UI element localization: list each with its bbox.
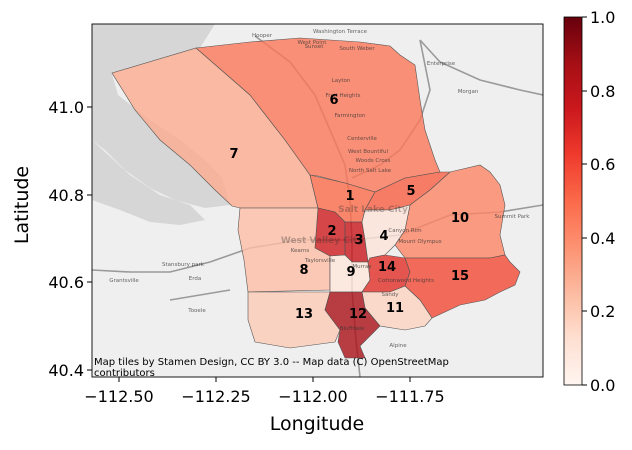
basemap-place-label: Sunset: [305, 44, 325, 50]
basemap-labels: Hooper Washington Terrace West PointSunset…: [109, 29, 530, 349]
basemap-place-label: Kearns: [291, 248, 310, 254]
basemap-place-label: Morgan: [458, 89, 479, 95]
basemap-place-label: Woods Cross: [355, 158, 390, 164]
basemap-place-label: Mount Olympus: [398, 239, 441, 245]
basemap-place-label: Alpine: [389, 343, 407, 349]
region-label-8: 8: [299, 263, 308, 278]
basemap-place-label: Farmington: [334, 113, 366, 119]
y-tick-label: 40.8: [48, 186, 84, 205]
basemap-place-label: North Salt Lake: [349, 168, 392, 174]
basemap-place-label: Washington Terrace: [313, 29, 368, 35]
y-tick-label: 40.6: [48, 273, 84, 292]
basemap-place-label: Fruit Heights: [326, 93, 361, 99]
y-axis: 41.0 40.8 40.6 40.4 Latitude: [11, 98, 92, 380]
basemap-place-label: South Weber: [339, 46, 375, 52]
y-tick-label: 41.0: [48, 98, 84, 117]
region-label-6: 6: [329, 93, 338, 108]
basemap-place-label: Summit Park: [494, 214, 530, 220]
basemap-place-label: Murray: [352, 264, 372, 270]
basemap-place-label: Hooper: [252, 33, 273, 39]
region-label-3: 3: [354, 233, 363, 248]
colorbar-gradient: [563, 16, 583, 386]
region-label-10: 10: [451, 211, 469, 226]
x-tick-label: −112.50: [84, 387, 153, 406]
basemap-place-label: Stansbury park: [162, 262, 205, 268]
colorbar: 0.0 0.2 0.4 0.6 0.8 1.0: [563, 8, 615, 395]
x-tick-label: −112.00: [278, 387, 347, 406]
x-axis: −112.50 −112.25 −112.00 −111.75 Longitud…: [84, 377, 445, 435]
region-label-5: 5: [406, 184, 415, 199]
colorbar-tick-label: 0.0: [590, 376, 615, 395]
x-axis-label: Longitude: [270, 413, 365, 435]
basemap-place-label: West Point: [298, 40, 328, 46]
region-label-1: 1: [345, 189, 354, 204]
basemap-place-label: Sandy: [381, 292, 399, 298]
region-label-13: 13: [295, 307, 313, 322]
region-label-4: 4: [379, 229, 388, 244]
basemap-place-label: Centerville: [347, 136, 377, 142]
basemap-place-label: Tooele: [187, 308, 206, 314]
basemap-place-label: West Valley City: [281, 236, 363, 246]
lake-lower-lobe: [92, 140, 205, 225]
basemap-place-label: Layton: [332, 78, 351, 84]
map-axes-frame: [91, 23, 544, 378]
colorbar-tick-label: 1.0: [590, 8, 615, 27]
region-label-12: 12: [349, 307, 367, 322]
basemap-place-label: Enterprise: [427, 61, 456, 67]
region-label-9: 9: [346, 265, 355, 280]
region-label-14: 14: [378, 260, 396, 275]
x-tick-label: −112.25: [181, 387, 250, 406]
region-label-11: 11: [386, 301, 404, 316]
attribution-line-1: Map tiles by Stamen Design, CC BY 3.0 --…: [94, 357, 449, 368]
regions-layer: [111, 37, 521, 359]
basemap-place-label: Erda: [189, 276, 202, 282]
basemap-place-label: Canyon Rim: [388, 228, 421, 234]
colorbar-tick-label: 0.8: [590, 82, 615, 101]
basemap-place-label: West Bountiful: [348, 149, 388, 155]
basemap-place-label: Cottonwood Heights: [378, 278, 434, 284]
region-4[interactable]: [361, 204, 411, 264]
region-8[interactable]: [237, 207, 331, 293]
region-label-15: 15: [451, 269, 469, 284]
region-12[interactable]: [324, 291, 381, 359]
basemap-place-label: Salt Lake City: [338, 205, 408, 215]
y-axis-label: Latitude: [11, 166, 33, 244]
basemap-place-label: Grantsville: [109, 278, 139, 284]
region-label-2: 2: [327, 224, 336, 239]
basemap-place-label: Taylorsville: [304, 258, 336, 264]
colorbar-tick-label: 0.2: [590, 302, 615, 321]
y-tick-label: 40.4: [48, 361, 84, 380]
x-tick-label: −111.75: [375, 387, 444, 406]
colorbar-tick-label: 0.4: [590, 229, 615, 248]
basemap-place-label: Bluffdale: [340, 326, 365, 332]
colorbar-tick-label: 0.6: [590, 155, 615, 174]
region-label-7: 7: [229, 147, 238, 162]
attribution-line-2: contributors: [94, 368, 155, 379]
